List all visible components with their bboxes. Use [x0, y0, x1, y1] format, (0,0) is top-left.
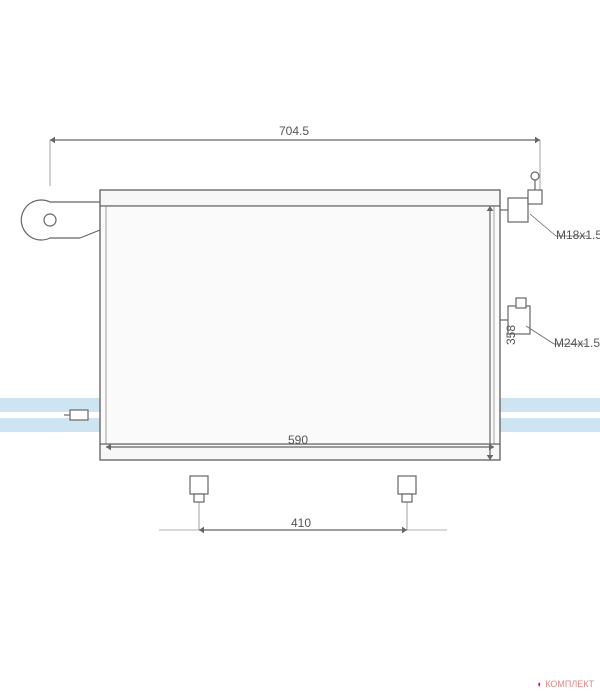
- technical-drawing: [0, 0, 600, 695]
- dimension-value: 704.5: [279, 124, 309, 138]
- dimension-value: M18x1.5: [556, 228, 600, 242]
- corner-logo: ◐ КОМПЛЕКТ: [537, 679, 594, 689]
- dimension-value: 358: [504, 325, 518, 345]
- dimension-value: M24x1.5: [554, 336, 600, 350]
- dimension-value: 410: [291, 516, 311, 530]
- dimension-value: 590: [288, 433, 308, 447]
- corner-logo-text: КОМПЛЕКТ: [545, 679, 594, 689]
